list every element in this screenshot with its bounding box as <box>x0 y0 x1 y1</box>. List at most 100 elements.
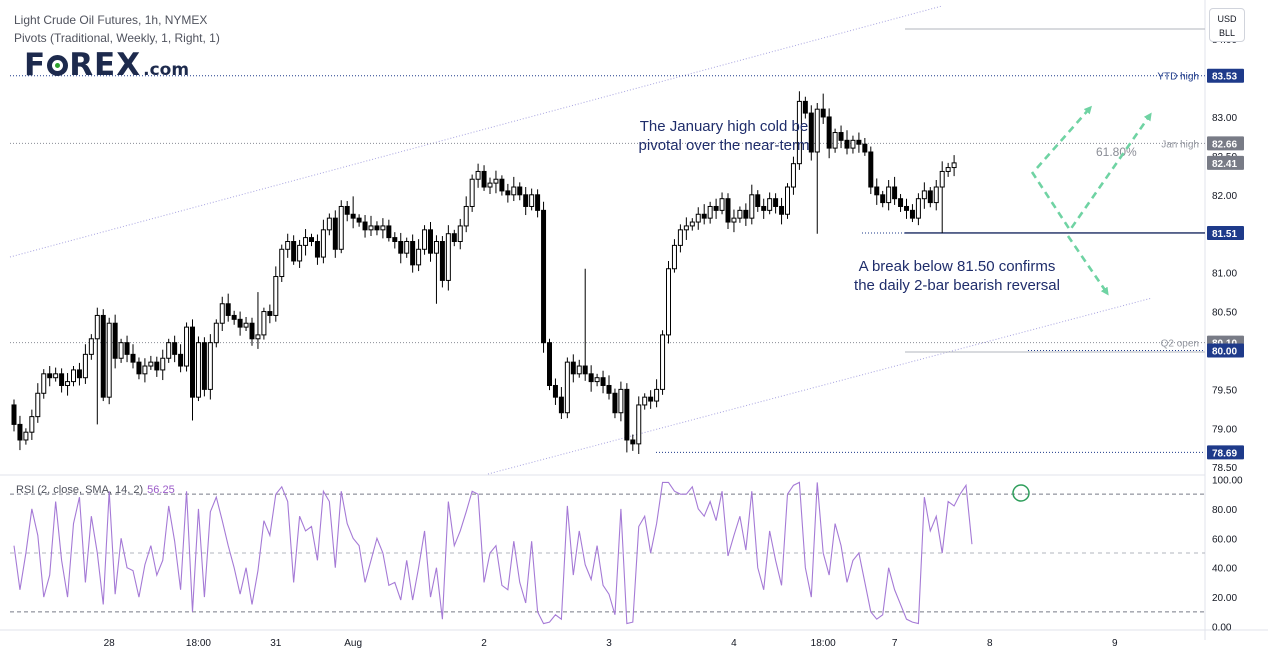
candle-body-39 <box>243 322 249 328</box>
candle-body-31 <box>195 342 201 398</box>
rsi-tick-4: 20.00 <box>1212 593 1237 604</box>
rsi-label-text: RSI (2, close, SMA, 14, 2) <box>16 484 144 496</box>
candle-body-134 <box>808 112 814 153</box>
candle-body-129 <box>779 205 785 215</box>
candle-body-85 <box>517 186 523 196</box>
candle-body-82 <box>499 178 505 192</box>
candle-body-78 <box>475 170 481 180</box>
price-tick-11: 78.50 <box>1212 463 1237 474</box>
break-annotation-line1: A break below 81.50 confirms <box>858 258 1056 275</box>
candle-body-26 <box>166 342 172 359</box>
candle-body-88 <box>535 194 541 211</box>
candle-body-142 <box>856 139 862 145</box>
jan-high-annotation-line1: The January high cold be <box>639 118 809 135</box>
candle-body-100 <box>606 384 612 394</box>
candle-body-127 <box>767 198 773 211</box>
rsi-layer <box>10 481 1205 625</box>
candle-body-96 <box>582 365 588 375</box>
candle-body-40 <box>249 322 255 340</box>
candle-body-91 <box>552 384 558 398</box>
candle-body-74 <box>451 233 457 242</box>
pivots-indicator-label[interactable]: Pivots (Traditional, Weekly, 1, Right, 1… <box>14 31 220 45</box>
logo-letters-rex: REX <box>69 47 142 83</box>
candle-body-48 <box>297 244 303 262</box>
candle-body-101 <box>612 392 618 414</box>
candle-body-111 <box>671 244 677 270</box>
logo-suffix: .com <box>143 60 190 80</box>
channel-upper-line <box>9 5 943 258</box>
candle-body-7 <box>53 373 59 379</box>
candle-body-56 <box>344 205 350 215</box>
candle-body-1 <box>17 423 23 441</box>
candle-body-109 <box>660 334 666 390</box>
candle-body-77 <box>469 178 475 207</box>
candle-body-148 <box>892 186 898 200</box>
price-badge-text-current: 82.41 <box>1212 159 1237 170</box>
candle-body-87 <box>529 194 535 207</box>
candle-body-86 <box>523 194 529 207</box>
candle-body-114 <box>689 221 695 227</box>
price-badge-support <box>1207 225 1244 240</box>
candle-body-108 <box>654 388 660 402</box>
candle-body-27 <box>172 342 178 355</box>
time-tick-4: 2 <box>481 638 487 649</box>
candle-body-107 <box>648 396 654 402</box>
candle-body-47 <box>291 241 297 262</box>
rsi-line <box>13 481 973 625</box>
price-badge-jan-high <box>1207 136 1244 151</box>
candle-body-117 <box>707 205 713 219</box>
candle-body-72 <box>439 241 445 281</box>
candle-body-50 <box>309 237 314 243</box>
candle-body-37 <box>231 314 237 320</box>
jan-high-tag: Jan high <box>1161 139 1199 150</box>
candle-body-58 <box>356 217 362 223</box>
price-badge-text-support: 81.51 <box>1212 229 1237 240</box>
candle-body-53 <box>326 217 332 231</box>
candle-body-155 <box>933 186 939 204</box>
symbol-title[interactable]: Light Crude Oil Futures, 1h, NYMEX <box>14 13 208 27</box>
candle-body-150 <box>904 205 909 211</box>
candle-body-24 <box>154 361 160 371</box>
candle-body-61 <box>374 225 380 231</box>
time-tick-3: Aug <box>344 638 362 649</box>
rsi-tick-1: 80.00 <box>1212 505 1237 516</box>
candle-body-106 <box>642 396 648 406</box>
candle-body-156 <box>939 170 945 188</box>
rsi-tick-5: 0.00 <box>1212 623 1232 634</box>
candle-body-30 <box>190 326 195 398</box>
candle-body-147 <box>886 186 892 204</box>
candle-body-133 <box>802 100 808 114</box>
candle-body-119 <box>719 198 725 211</box>
candle-body-19 <box>124 342 130 355</box>
price-badge-ytd-high <box>1207 68 1244 83</box>
candle-body-3 <box>29 416 35 433</box>
candle-body-126 <box>761 205 767 211</box>
candle-body-15 <box>100 314 106 398</box>
candle-body-152 <box>915 198 921 219</box>
candle-body-51 <box>314 241 320 258</box>
candle-body-32 <box>201 342 207 390</box>
candle-body-131 <box>790 163 796 188</box>
candle-body-18 <box>118 342 124 359</box>
candle-body-49 <box>303 237 309 246</box>
candle-body-25 <box>160 357 166 371</box>
currency-unit-button[interactable]: USD BLL <box>1209 8 1245 42</box>
candle-body-54 <box>332 217 338 250</box>
candle-body-94 <box>570 361 576 375</box>
candle-body-128 <box>773 198 779 207</box>
fib-61-8-label: 61.80% <box>1096 145 1137 159</box>
jan-high-annotation-line2: pivotal over the near-term <box>638 137 810 154</box>
candle-body-12 <box>82 353 88 379</box>
candle-body-120 <box>725 198 731 223</box>
candle-body-10 <box>71 369 76 383</box>
candle-body-44 <box>273 276 279 316</box>
price-tick-4: 82.00 <box>1212 191 1237 202</box>
candle-body-104 <box>630 439 636 445</box>
rsi-indicator-label[interactable]: RSI (2, close, SMA, 14, 2) 56.25 <box>16 484 175 496</box>
candle-body-73 <box>445 233 451 281</box>
candle-body-136 <box>820 108 826 118</box>
rsi-tick-2: 60.00 <box>1212 534 1237 545</box>
candle-body-137 <box>826 116 832 149</box>
